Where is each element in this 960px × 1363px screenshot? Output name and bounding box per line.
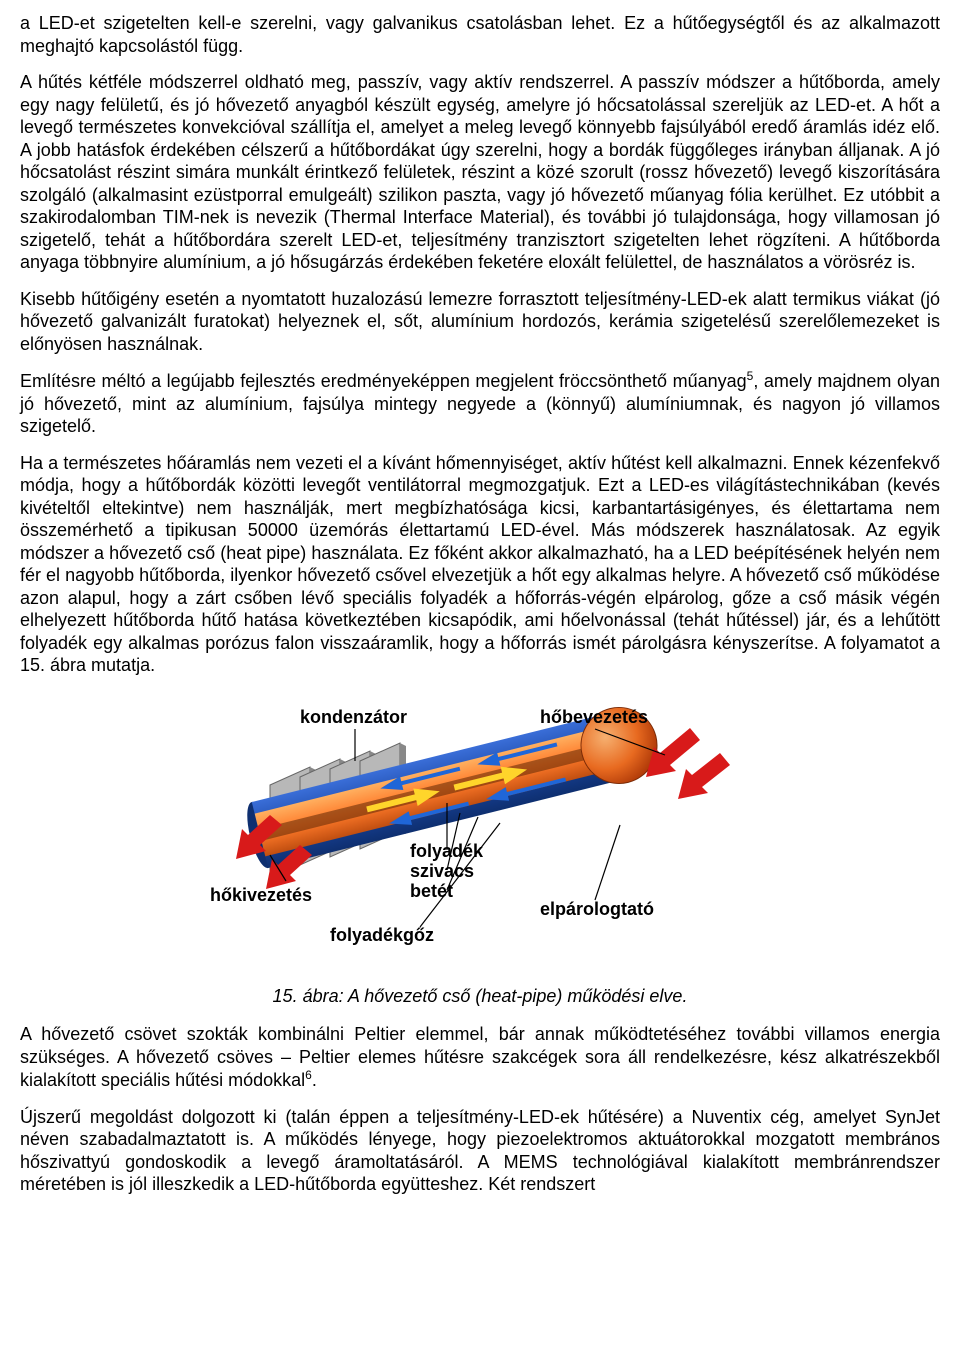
label-betet: betét	[410, 881, 453, 901]
paragraph-3: Kisebb hűtőigény esetén a nyomtatott huz…	[20, 288, 940, 356]
paragraph-7: Újszerű megoldást dolgozott ki (talán ép…	[20, 1106, 940, 1196]
label-hobevezetes: hőbevezetés	[540, 707, 648, 727]
label-elparologtato: elpárologtató	[540, 899, 654, 919]
paragraph-1: a LED-et szigetelten kell-e szerelni, va…	[20, 12, 940, 57]
paragraph-4: Említésre méltó a legújabb fejlesztés er…	[20, 369, 940, 438]
paragraph-6b: .	[312, 1070, 317, 1090]
label-szivacs: szivacs	[410, 861, 474, 881]
paragraph-5: Ha a természetes hőáramlás nem vezeti el…	[20, 452, 940, 677]
heat-in-arrows	[646, 728, 730, 799]
paragraph-4a: Említésre méltó a legújabb fejlesztés er…	[20, 371, 747, 391]
paragraph-6: A hővezető csövet szokták kombinálni Pel…	[20, 1023, 940, 1092]
label-folyadek: folyadék	[410, 841, 484, 861]
label-hokivezetes: hőkivezetés	[210, 885, 312, 905]
document-page: a LED-et szigetelten kell-e szerelni, va…	[0, 0, 960, 1234]
footnote-ref-6: 6	[305, 1068, 312, 1082]
label-kondenzator: kondenzátor	[300, 707, 407, 727]
paragraph-2: A hűtés kétféle módszerrel oldható meg, …	[20, 71, 940, 274]
figure-heatpipe: kondenzátor hőbevezetés hőkivezetés foly…	[20, 695, 940, 965]
figure-caption: 15. ábra: A hővezető cső (heat-pipe) műk…	[20, 985, 940, 1008]
heatpipe-diagram: kondenzátor hőbevezetés hőkivezetés foly…	[200, 695, 760, 965]
paragraph-6a: A hővezető csövet szokták kombinálni Pel…	[20, 1024, 940, 1090]
label-folyadekgoz: folyadékgőz	[330, 925, 434, 945]
